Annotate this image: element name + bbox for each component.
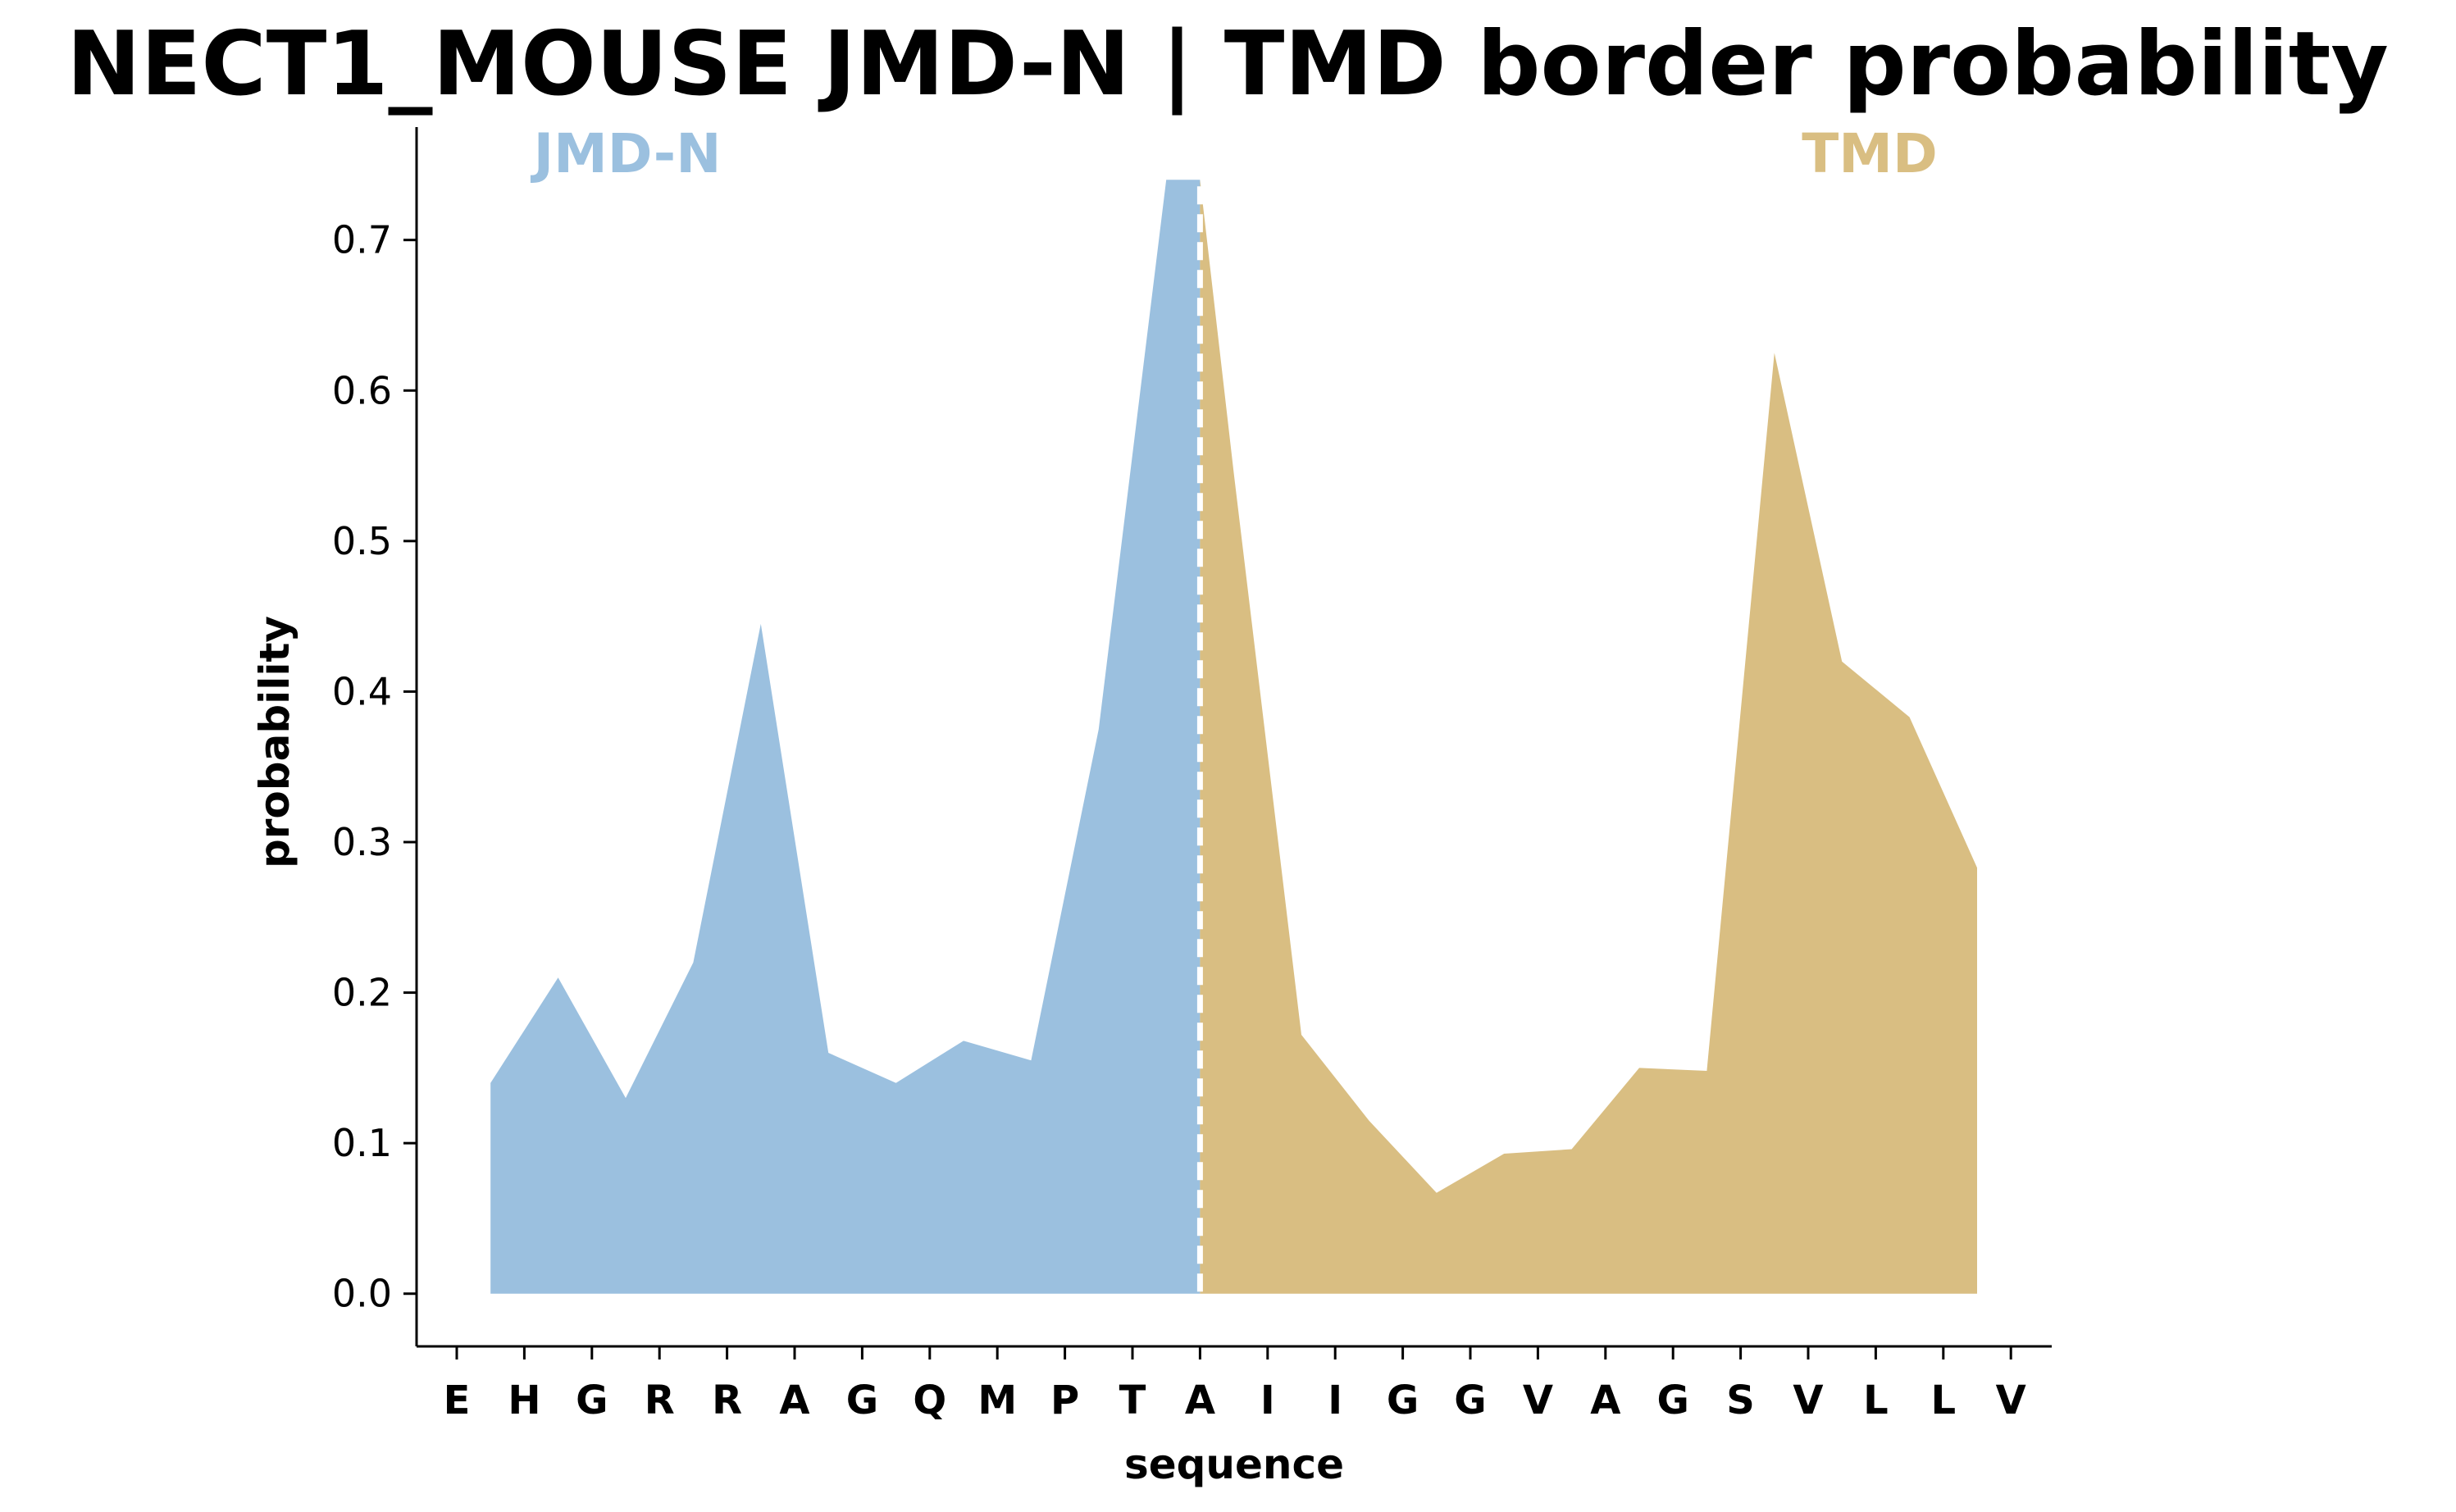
x-tick-label: R <box>712 1378 742 1423</box>
x-tick-label: A <box>779 1378 809 1423</box>
region-label-tmd: TMD <box>1802 122 1937 185</box>
x-tick-label: V <box>1996 1378 2026 1423</box>
x-tick-label: M <box>977 1378 1017 1423</box>
x-tick-label: P <box>1050 1378 1079 1423</box>
x-tick-label: G <box>576 1378 608 1423</box>
x-tick-label: A <box>1185 1378 1215 1423</box>
x-tick-label: A <box>1590 1378 1620 1423</box>
region-labels: JMD-N TMD <box>531 122 1938 185</box>
x-tick-label: Q <box>913 1378 946 1423</box>
y-tick-label: 0.4 <box>332 669 392 713</box>
area-series <box>490 180 1977 1294</box>
x-tick-label: H <box>508 1378 540 1423</box>
area-tmd <box>1200 180 1977 1294</box>
y-axis-label: probability <box>251 616 298 868</box>
x-tick-label: G <box>1656 1378 1688 1423</box>
x-tick-label: V <box>1793 1378 1823 1423</box>
x-tick-label: R <box>645 1378 675 1423</box>
x-tick-label: S <box>1726 1378 1755 1423</box>
x-tick-label: L <box>1931 1378 1957 1423</box>
x-tick-label: V <box>1523 1378 1553 1423</box>
x-tick-label: G <box>1387 1378 1419 1423</box>
y-tick-label: 0.6 <box>332 368 392 412</box>
y-tick-label: 0.7 <box>332 218 392 262</box>
y-tick-label: 0.0 <box>332 1272 392 1316</box>
y-tick-label: 0.5 <box>332 519 392 563</box>
x-tick-label: L <box>1863 1378 1889 1423</box>
x-tick-label: G <box>1454 1378 1486 1423</box>
x-tick-label: G <box>846 1378 878 1423</box>
chart-title: NECT1_MOUSE JMD-N | TMD border probabili… <box>66 13 2388 116</box>
x-tick-label: E <box>444 1378 471 1423</box>
y-tick-label: 0.1 <box>332 1121 392 1165</box>
y-tick-label: 0.3 <box>332 820 392 864</box>
y-axis-ticks: 0.0 0.1 0.2 0.3 0.4 0.5 0.6 0.7 <box>332 218 417 1316</box>
x-tick-label: I <box>1260 1378 1275 1423</box>
x-axis-label: sequence <box>1124 1441 1344 1488</box>
area-jmd-n <box>490 180 1201 1294</box>
x-tick-label: I <box>1328 1378 1342 1423</box>
region-label-jmd-n: JMD-N <box>531 122 722 185</box>
y-tick-label: 0.2 <box>332 971 392 1015</box>
x-tick-label: T <box>1119 1378 1146 1423</box>
